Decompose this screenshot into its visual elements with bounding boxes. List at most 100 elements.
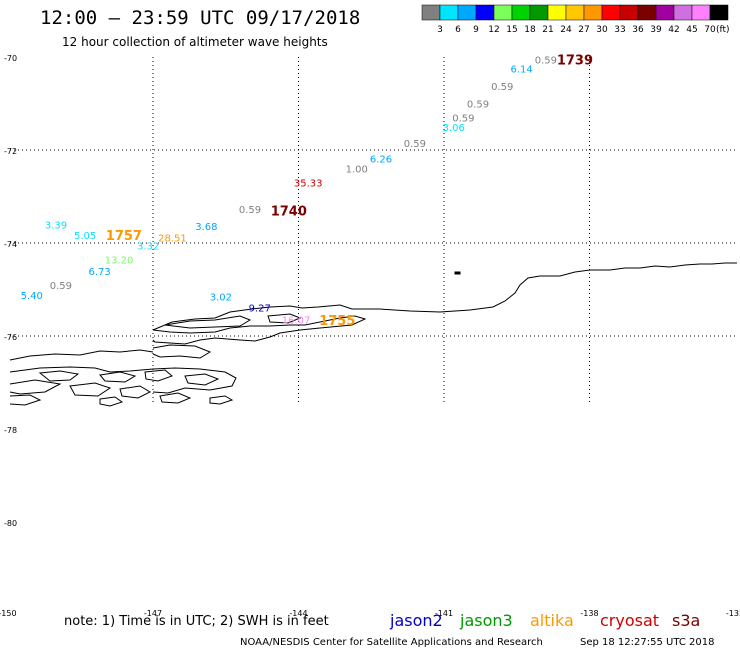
latitude-label: -74 — [4, 240, 17, 249]
islet-1 — [454, 271, 461, 275]
timestamp: Sep 18 12:27:55 UTC 2018 — [580, 637, 714, 648]
legend-swatch — [493, 4, 513, 21]
wave-height-value: 0.59 — [467, 100, 489, 111]
wave-height-value: 3.06 — [443, 123, 465, 134]
island-7 — [119, 385, 152, 399]
island-3 — [144, 369, 173, 382]
wave-height-value: 5.05 — [74, 231, 96, 242]
wave-height-value: 28.51 — [158, 233, 187, 244]
legend-label: 39 — [650, 25, 662, 35]
satellite-altika: altika — [530, 611, 574, 630]
legend-label: 42 — [668, 25, 679, 35]
pass-time: 1740 — [271, 204, 307, 219]
coast-west-1 — [152, 344, 212, 359]
latitude-label: -76 — [4, 333, 17, 342]
legend-label: 15 — [506, 25, 517, 35]
wave-height-value: 0.59 — [50, 281, 72, 292]
latitude-label: -78 — [4, 426, 17, 435]
island-6 — [69, 382, 112, 397]
ice-shelf-coast — [152, 262, 737, 331]
island-5 — [9, 379, 62, 395]
coast-west-2 — [9, 349, 154, 361]
legend-swatch — [619, 4, 639, 21]
wave-height-value: 0.59 — [535, 55, 557, 66]
legend-swatch — [583, 4, 603, 21]
legend-swatch — [529, 4, 549, 21]
legend-label: 70 — [704, 25, 716, 35]
legend-label: 6 — [455, 25, 461, 35]
wave-height-value: 3.39 — [45, 220, 67, 231]
island-9 — [159, 392, 192, 404]
legend-swatch — [439, 4, 459, 21]
coast-west-3 — [9, 366, 237, 394]
wave-height-value: 0.59 — [239, 205, 261, 216]
pass-time: 1739 — [557, 53, 593, 68]
legend-swatch — [673, 4, 693, 21]
island-2 — [99, 371, 137, 383]
legend-swatch — [457, 4, 477, 21]
wave-height-value: 35.33 — [294, 179, 323, 190]
legend-label: 33 — [614, 25, 625, 35]
longitude-label: -144 — [289, 609, 307, 618]
wave-height-value: 9.27 — [249, 304, 271, 315]
legend-label: 45 — [686, 25, 697, 35]
color-legend: 3 6 9 12 15 18 21 24 27 30 33 36 39 42 45 70 — [421, 4, 729, 35]
legend-label: 9 — [473, 25, 479, 35]
latitude-label: -70 — [4, 54, 17, 63]
wave-height-value: 1.00 — [346, 165, 368, 176]
credit: NOAA/NESDIS Center for Satellite Applica… — [240, 637, 543, 648]
legend-label: 36 — [632, 25, 644, 35]
latitude-labels: -70 -72 -74 -76 -78 -80 — [4, 54, 17, 528]
inner-island-1 — [164, 315, 252, 329]
lower-coast-edge — [152, 315, 367, 345]
pass-time: 1755 — [319, 314, 355, 329]
legend-swatch — [547, 4, 567, 21]
longitude-labels: -150 -147 -144 -141 -138 -135 — [0, 609, 740, 618]
latitude-label: -72 — [4, 147, 17, 156]
legend-swatch — [709, 4, 729, 21]
satellite-legend: jason2 jason3 altika cryosat s3a — [389, 611, 700, 630]
legend-label: 21 — [542, 25, 553, 35]
pass-time-labels: 1739 1740 1757 1755 — [106, 53, 593, 329]
wave-height-value: 0.59 — [404, 139, 426, 150]
longitude-label: -150 — [0, 609, 17, 618]
island-4 — [184, 373, 220, 386]
island-10 — [99, 396, 124, 407]
wave-height-value: 3.02 — [210, 292, 232, 303]
legend-swatch — [475, 4, 495, 21]
wave-height-value: 3.32 — [137, 241, 159, 252]
wave-height-value: 6.26 — [370, 154, 392, 165]
wave-height-value: 3.68 — [195, 222, 217, 233]
longitude-label: -135 — [726, 609, 740, 618]
wave-height-value: 16.07 — [282, 316, 311, 327]
satellite-jason3: jason3 — [459, 611, 513, 630]
inner-island-2 — [267, 313, 302, 324]
legend-swatch — [601, 4, 621, 21]
wave-height-value: 0.59 — [452, 113, 474, 124]
wave-height-value: 6.14 — [510, 65, 532, 76]
island-11 — [209, 395, 234, 405]
legend-label: 12 — [488, 25, 499, 35]
longitude-label: -138 — [580, 609, 598, 618]
satellite-s3a: s3a — [672, 611, 700, 630]
legend-swatch — [691, 4, 711, 21]
satellite-cryosat: cryosat — [600, 611, 659, 630]
footer-note: note: 1) Time is in UTC; 2) SWH is in fe… — [64, 614, 329, 629]
legend-swatch — [511, 4, 531, 21]
legend-swatch — [637, 4, 657, 21]
island-8 — [9, 394, 42, 406]
latitude-label: -80 — [4, 519, 17, 528]
legend-label: 3 — [437, 25, 443, 35]
legend-label: 30 — [596, 25, 608, 35]
satellite-jason2: jason2 — [389, 611, 443, 630]
map-title: 12:00 – 23:59 UTC 09/17/2018 — [40, 7, 360, 29]
longitude-label: -141 — [435, 609, 453, 618]
legend-label: 18 — [524, 25, 536, 35]
legend-swatch — [655, 4, 675, 21]
longitude-label: -147 — [144, 609, 162, 618]
wave-height-value: 6.73 — [89, 267, 111, 278]
wave-height-value: 5.40 — [21, 291, 43, 302]
legend-label: 24 — [560, 25, 572, 35]
